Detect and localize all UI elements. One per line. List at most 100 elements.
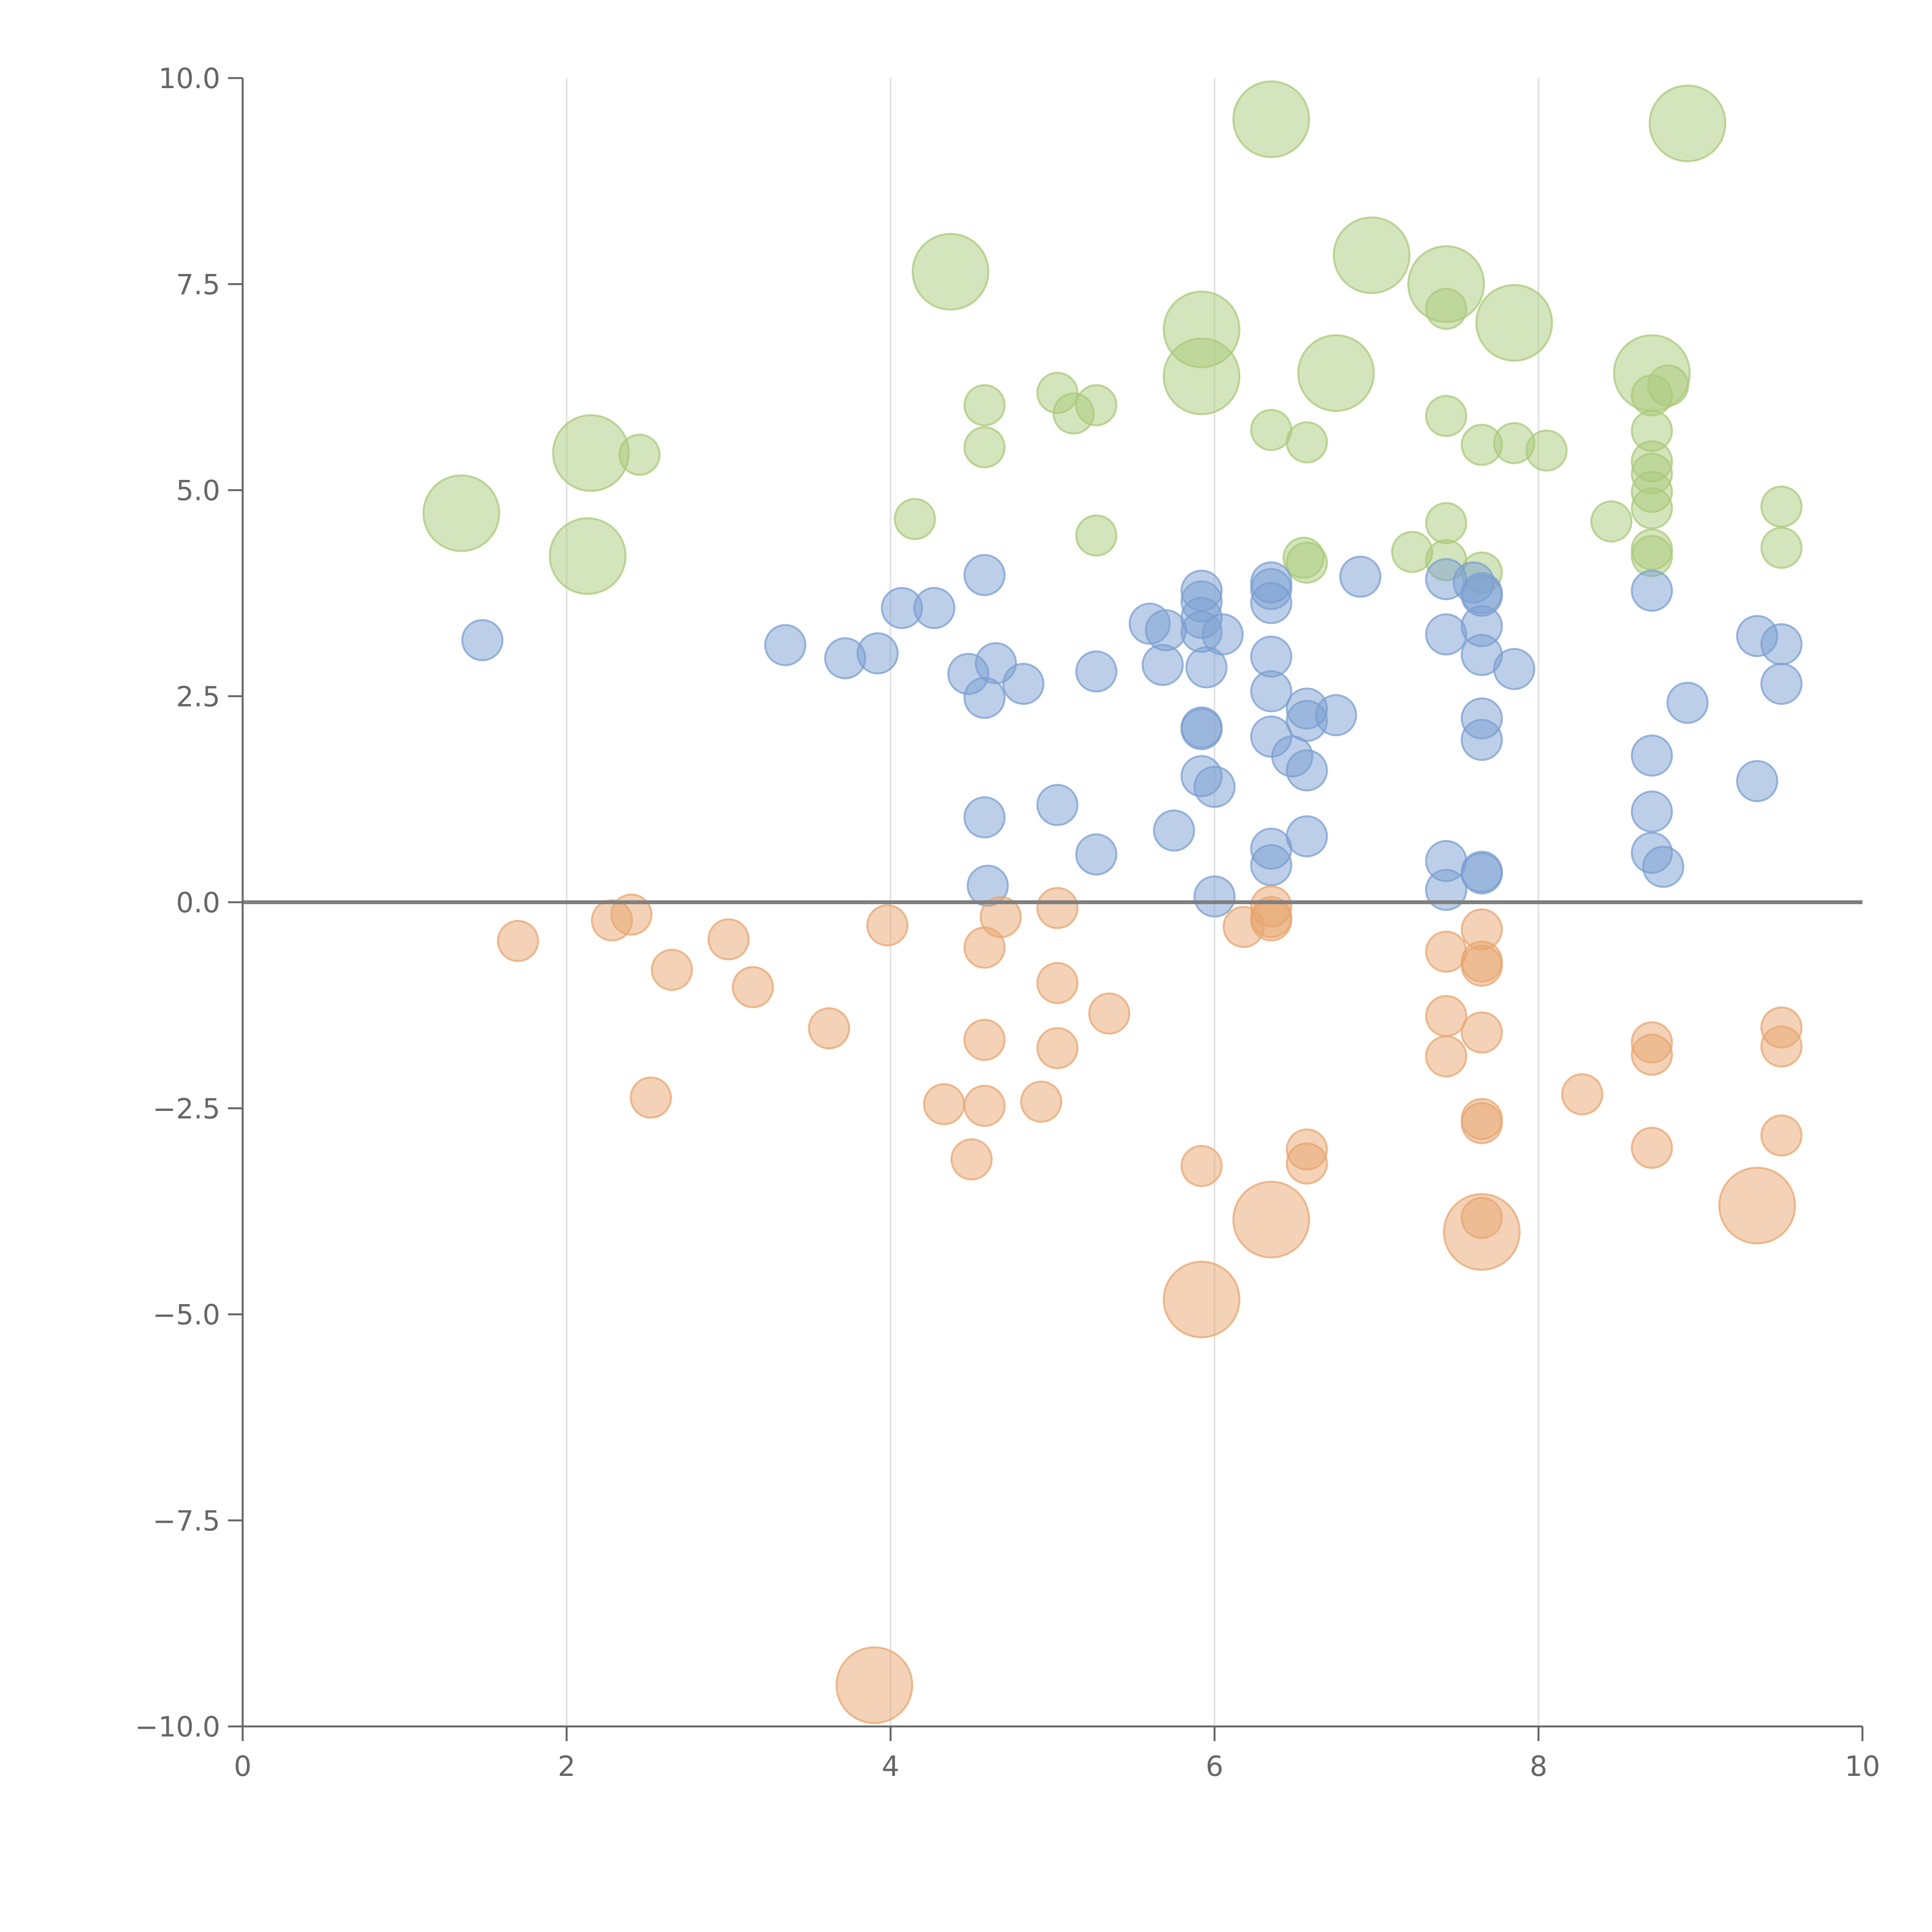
data-point-blue [1002, 663, 1045, 705]
y-tick-label: 10.0 [158, 62, 220, 95]
data-point-green [1333, 216, 1411, 294]
data-point-green [1163, 337, 1241, 415]
data-point-green [422, 474, 500, 552]
data-point-blue [1425, 613, 1468, 656]
data-point-orange [1036, 887, 1079, 929]
data-point-blue [461, 619, 503, 662]
data-point-blue [1339, 555, 1381, 598]
data-point-orange [610, 893, 653, 936]
y-tick-label: 7.5 [176, 268, 220, 301]
data-point-blue [764, 624, 806, 667]
y-tick-label: −7.5 [153, 1505, 220, 1537]
data-point-blue [1250, 670, 1293, 713]
data-point-blue [1036, 784, 1079, 826]
data-point-green [1052, 392, 1095, 435]
data-point-green [1232, 80, 1310, 158]
data-point-orange [1425, 995, 1468, 1037]
data-point-blue [1193, 765, 1236, 808]
data-point-orange [731, 966, 774, 1009]
data-point-orange [1088, 992, 1131, 1035]
data-point-orange [923, 1083, 965, 1126]
data-point-blue [1180, 708, 1223, 750]
data-point-blue [1193, 875, 1236, 918]
data-point-orange [963, 1019, 1006, 1061]
data-point-orange [950, 1138, 993, 1180]
x-tick-label: 10 [1845, 1750, 1880, 1782]
y-tick-label: 5.0 [176, 474, 220, 507]
data-point-orange [1461, 1197, 1503, 1239]
x-tick-label: 8 [1530, 1750, 1548, 1782]
data-point-blue [1461, 850, 1503, 893]
data-point-orange [1718, 1167, 1796, 1245]
data-point-orange [1631, 1034, 1673, 1076]
data-point-green [1286, 421, 1328, 464]
data-point-orange [1760, 1025, 1803, 1068]
data-point-orange [1286, 1142, 1328, 1185]
x-tick-label: 6 [1206, 1750, 1223, 1782]
y-tick-label: −10.0 [135, 1711, 220, 1743]
data-point-blue [1666, 682, 1709, 724]
data-point-orange [1036, 1027, 1079, 1070]
data-point-green [1286, 541, 1328, 584]
data-point-green [963, 384, 1006, 427]
data-point-blue [856, 632, 899, 675]
data-point-blue [1075, 833, 1117, 876]
y-tick-label: 2.5 [176, 680, 220, 713]
data-point-orange [1760, 1114, 1803, 1157]
data-point-green [1425, 502, 1468, 544]
data-point-green [1648, 84, 1726, 162]
data-point-orange [1561, 1073, 1604, 1116]
data-point-blue [1250, 844, 1293, 886]
data-point-green [1250, 409, 1293, 451]
data-point-green [618, 434, 661, 476]
data-point-blue [1141, 644, 1184, 686]
data-point-blue [1286, 749, 1328, 792]
x-tick-label: 4 [882, 1750, 900, 1782]
data-point-green [1526, 429, 1568, 472]
data-point-blue [1250, 582, 1293, 624]
data-point-orange [707, 918, 750, 961]
data-point-green [1425, 287, 1468, 330]
data-point-green [1760, 485, 1803, 528]
data-point-orange [629, 1077, 672, 1119]
data-point-blue [1425, 869, 1468, 911]
data-point-blue [913, 587, 956, 629]
data-point-blue [1153, 809, 1195, 852]
data-point-orange [1461, 944, 1503, 987]
data-point-orange [1163, 1260, 1241, 1338]
data-point-green [1297, 334, 1375, 412]
data-point-orange [1461, 1102, 1503, 1145]
data-point-green [549, 517, 627, 595]
data-point-blue [963, 796, 1006, 838]
y-tick-label: 0.0 [176, 886, 220, 919]
data-point-blue [1631, 734, 1673, 777]
data-point-green [1075, 514, 1117, 557]
data-point-orange [1232, 1180, 1310, 1259]
data-point-green [1425, 395, 1468, 437]
data-point-green [1475, 284, 1553, 362]
data-point-green [894, 498, 936, 540]
data-point-green [1631, 374, 1673, 417]
data-point-orange [1425, 930, 1468, 973]
data-point-orange [1036, 962, 1079, 1004]
data-point-orange [808, 1007, 850, 1049]
data-point-blue [1185, 646, 1228, 689]
x-tick-label: 0 [234, 1750, 252, 1782]
y-tick-label: −5.0 [153, 1299, 220, 1331]
data-point-blue [1736, 760, 1779, 802]
data-point-blue [1631, 790, 1673, 833]
data-point-orange [1180, 1145, 1223, 1187]
y-tick-label: −2.5 [153, 1092, 220, 1125]
data-point-blue [963, 554, 1006, 596]
data-point-green [1631, 487, 1673, 529]
data-point-orange [980, 896, 1022, 938]
data-point-blue [1631, 570, 1673, 612]
data-point-blue [1642, 845, 1684, 888]
data-point-orange [1020, 1080, 1063, 1123]
data-point-orange [835, 1646, 913, 1724]
data-point-orange [1631, 1127, 1673, 1169]
data-point-blue [1286, 815, 1328, 857]
data-point-orange [651, 949, 693, 991]
